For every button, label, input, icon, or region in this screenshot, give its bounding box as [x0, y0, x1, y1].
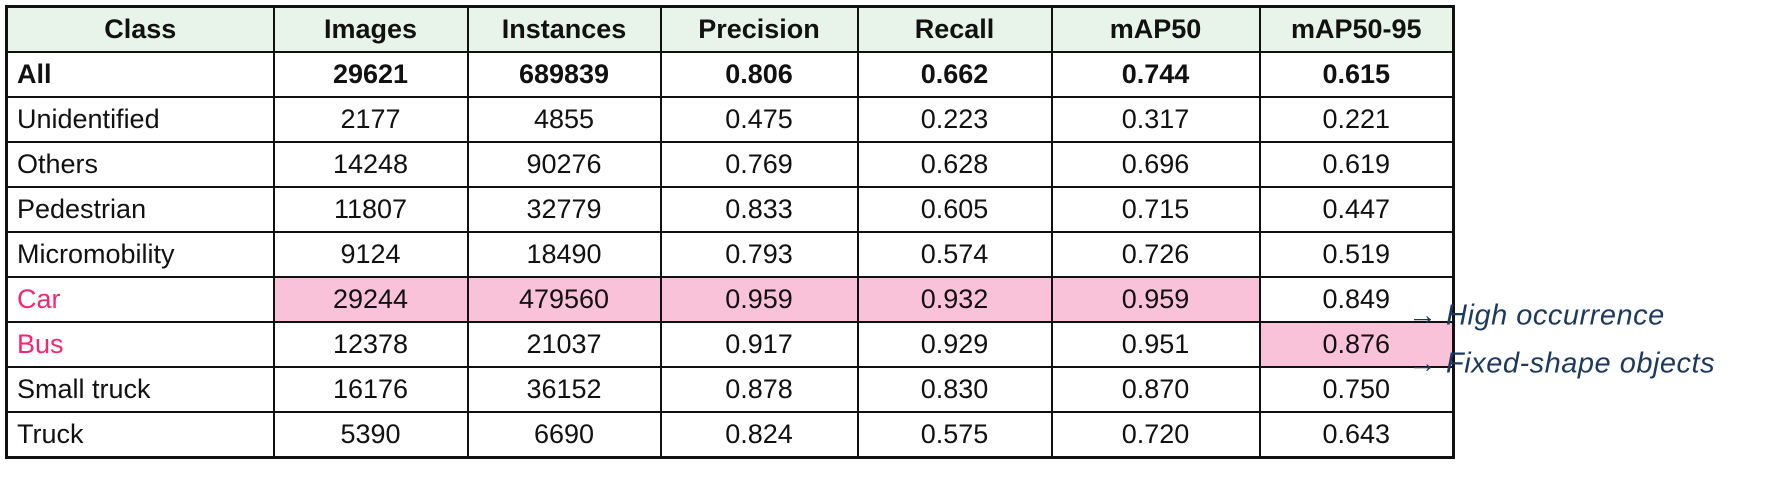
value-cell: 479560 [466, 276, 662, 323]
table-row: Micromobility 9124 18490 0.793 0.574 0.726 0.5… [5, 231, 1455, 278]
class-label-cell: Others [5, 141, 275, 188]
value-cell: 36152 [466, 366, 662, 413]
value-cell: 0.715 [1050, 186, 1261, 233]
value-cell: 16176 [272, 366, 469, 413]
value-cell: 21037 [466, 321, 662, 368]
value-cell: 2177 [272, 96, 469, 143]
table-row: Others 14248 90276 0.769 0.628 0.696 0.619 [5, 141, 1455, 188]
value-cell: 18490 [466, 231, 662, 278]
table-row: Small truck 16176 36152 0.878 0.830 0.870 0.75… [5, 366, 1455, 413]
column-header-map50-95: mAP50-95 [1258, 5, 1455, 53]
value-cell: 0.750 [1258, 366, 1455, 413]
value-cell: 689839 [466, 51, 662, 98]
value-cell: 0.615 [1258, 51, 1455, 98]
value-cell: 0.575 [856, 411, 1053, 459]
value-cell: 0.951 [1050, 321, 1261, 368]
metrics-table: Class Images Instances Precision Recall mAP50… [5, 5, 1455, 459]
value-cell: 0.932 [856, 276, 1053, 323]
value-cell: 0.574 [856, 231, 1053, 278]
value-cell: 0.917 [659, 321, 859, 368]
class-label-cell: Small truck [5, 366, 275, 413]
value-cell: 0.806 [659, 51, 859, 98]
value-cell: 90276 [466, 141, 662, 188]
value-cell: 0.726 [1050, 231, 1261, 278]
annotation-high-occurrence: → High occurrence [1408, 299, 1665, 332]
column-header-precision: Precision [659, 5, 859, 53]
value-cell: 6690 [466, 411, 662, 459]
table-row: Unidentified 2177 4855 0.475 0.223 0.317 0.221 [5, 96, 1455, 143]
class-label-cell: Micromobility [5, 231, 275, 278]
table-row: Bus 12378 21037 0.917 0.929 0.951 0.876 [5, 321, 1455, 368]
value-cell: 0.223 [856, 96, 1053, 143]
column-header-instances: Instances [466, 5, 662, 53]
column-header-images: Images [272, 5, 469, 53]
value-cell: 12378 [272, 321, 469, 368]
header-row: Class Images Instances Precision Recall mAP50… [5, 5, 1455, 53]
class-label-cell: Car [5, 276, 275, 323]
table-row: Car 29244 479560 0.959 0.932 0.959 0.849 [5, 276, 1455, 323]
value-cell: 0.824 [659, 411, 859, 459]
value-cell: 0.929 [856, 321, 1053, 368]
value-cell: 0.833 [659, 186, 859, 233]
value-cell: 0.878 [659, 366, 859, 413]
value-cell: 0.696 [1050, 141, 1261, 188]
value-cell: 0.619 [1258, 141, 1455, 188]
class-label-cell: Unidentified [5, 96, 275, 143]
table-body: All 29621 689839 0.806 0.662 0.744 0.615 Uniden… [5, 51, 1455, 459]
value-cell: 5390 [272, 411, 469, 459]
table-row: All 29621 689839 0.806 0.662 0.744 0.615 [5, 51, 1455, 98]
value-cell: 0.959 [1050, 276, 1261, 323]
value-cell: 0.475 [659, 96, 859, 143]
value-cell: 4855 [466, 96, 662, 143]
class-label-cell: Truck [5, 411, 275, 459]
value-cell: 0.959 [659, 276, 859, 323]
column-header-recall: Recall [856, 5, 1053, 53]
value-cell: 0.830 [856, 366, 1053, 413]
value-cell: 0.519 [1258, 231, 1455, 278]
value-cell: 0.876 [1258, 321, 1455, 368]
column-header-class: Class [5, 5, 275, 53]
value-cell: 0.643 [1258, 411, 1455, 459]
value-cell: 0.628 [856, 141, 1053, 188]
value-cell: 14248 [272, 141, 469, 188]
value-cell: 0.221 [1258, 96, 1455, 143]
class-label-cell: Pedestrian [5, 186, 275, 233]
class-label-cell: Bus [5, 321, 275, 368]
value-cell: 0.769 [659, 141, 859, 188]
value-cell: 9124 [272, 231, 469, 278]
value-cell: 0.744 [1050, 51, 1261, 98]
value-cell: 0.447 [1258, 186, 1455, 233]
value-cell: 0.793 [659, 231, 859, 278]
value-cell: 0.849 [1258, 276, 1455, 323]
value-cell: 0.720 [1050, 411, 1261, 459]
value-cell: 32779 [466, 186, 662, 233]
column-header-map50: mAP50 [1050, 5, 1261, 53]
value-cell: 0.662 [856, 51, 1053, 98]
table-row: Truck 5390 6690 0.824 0.575 0.720 0.643 [5, 411, 1455, 459]
value-cell: 29621 [272, 51, 469, 98]
value-cell: 0.605 [856, 186, 1053, 233]
value-cell: 0.870 [1050, 366, 1261, 413]
value-cell: 0.317 [1050, 96, 1261, 143]
value-cell: 29244 [272, 276, 469, 323]
class-label-cell: All [5, 51, 275, 98]
annotation-fixed-shape-objects: → Fixed-shape objects [1408, 347, 1716, 380]
value-cell: 11807 [272, 186, 469, 233]
table-row: Pedestrian 11807 32779 0.833 0.605 0.715 0.447 [5, 186, 1455, 233]
